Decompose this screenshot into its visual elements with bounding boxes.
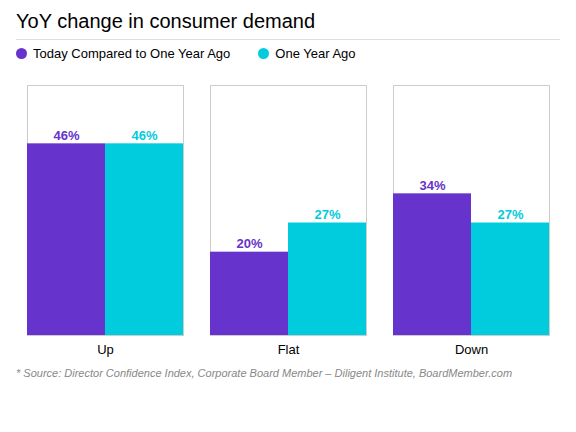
svg-text:27%: 27% — [314, 207, 340, 222]
svg-text:46%: 46% — [131, 128, 157, 143]
svg-text:Up: Up — [97, 342, 114, 357]
svg-text:Down: Down — [455, 342, 488, 357]
svg-text:20%: 20% — [236, 236, 262, 251]
html-text:YoY change in consumer demand: YoY change in consumer demand — [16, 10, 316, 32]
svg-text:34%: 34% — [419, 178, 445, 193]
svg-text:27%: 27% — [497, 207, 523, 222]
html-text:* Source: Director Confidence: * Source: Director Confidence Index, Cor… — [16, 367, 512, 379]
html-text:One Year Ago: One Year Ago — [275, 46, 356, 61]
svg-text:Flat: Flat — [278, 342, 300, 357]
html-text:Today Compared to One Year Ago: Today Compared to One Year Ago — [33, 46, 231, 61]
svg-text:46%: 46% — [53, 128, 79, 143]
